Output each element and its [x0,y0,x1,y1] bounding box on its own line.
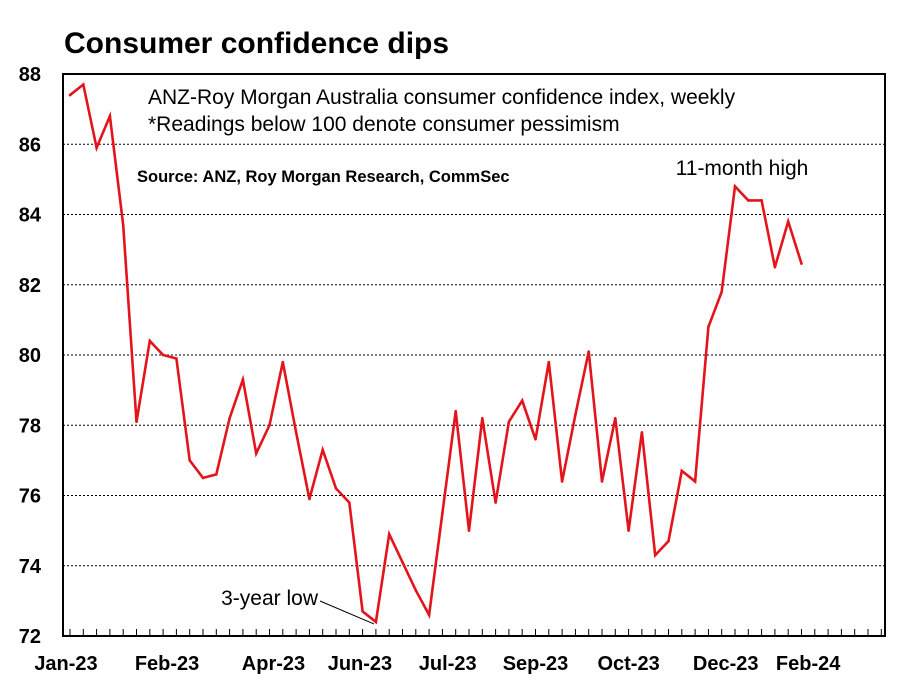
data-point [733,185,737,188]
data-point [321,448,325,452]
data-point [534,438,537,441]
data-point [108,114,112,118]
data-point [401,560,404,564]
data-point [374,620,378,624]
data-point [308,497,311,501]
data-point [680,469,684,473]
data-point [653,553,657,557]
data-point [148,339,152,343]
x-tick-label: Feb-23 [135,653,199,675]
x-tick-label: Oct-23 [597,653,659,675]
data-point [201,476,205,480]
data-point [587,350,590,353]
data-point [454,409,458,413]
x-tick-label: Apr-23 [242,653,305,675]
y-axis: 72 74 76 78 80 82 84 86 88 [19,64,42,648]
data-point [760,199,763,202]
y-tick-label: 88 [19,64,41,86]
x-tick-label: Sep-23 [503,653,569,675]
data-point [800,262,803,265]
data-point [640,430,644,434]
data-point [121,223,125,227]
data-point [467,529,471,532]
data-point [773,265,777,269]
x-tick-label: Feb-24 [776,653,841,675]
y-tick-label: 72 [19,626,41,648]
x-tick-label: Jun-23 [328,653,392,675]
data-point [348,501,351,504]
data-point [614,416,617,420]
data-point [414,589,418,592]
x-axis: Jan-23 Feb-23 Apr-23 Jun-23 Jul-23 Sep-23 Oct-… [34,629,882,675]
subtitle-line-1: ANZ-Roy Morgan Australia consumer confid… [148,86,736,109]
source-note: Source: ANZ, Roy Morgan Research, CommSe… [137,168,510,186]
plot-frame [62,73,886,637]
data-point [294,430,298,434]
data-point [241,378,245,381]
x-tick-label: Jan-23 [34,653,97,675]
data-point [560,480,564,483]
data-point [427,613,431,617]
data-point [268,423,271,427]
y-tick-label: 74 [19,556,42,578]
annotation-leader-line [319,600,375,625]
data-point [720,290,723,294]
y-tick-label: 76 [19,486,41,508]
data-point [387,532,391,536]
subtitle-line-2: *Readings below 100 denote consumer pess… [148,113,620,136]
data-point [188,459,191,462]
x-tick-label: Jul-23 [419,653,477,675]
data-point [441,511,444,515]
series-layer [68,82,803,625]
series-line [69,82,803,625]
y-tick-label: 84 [19,205,42,227]
data-point [627,529,630,532]
data-point [254,452,258,455]
data-point [481,416,484,420]
x-tick-label: Dec-23 [693,653,759,675]
data-point [161,353,165,357]
data-point [135,420,138,424]
data-point [786,220,790,223]
y-tick-label: 82 [19,275,41,297]
data-point [507,420,511,424]
annotation-11-month-high: 11-month high [676,157,809,180]
data-point [547,360,551,364]
y-tick-label: 80 [19,345,41,367]
data-point [520,399,524,402]
data-point [215,473,218,476]
data-point [95,146,98,150]
data-point [175,357,178,360]
data-point [574,413,577,417]
data-point [361,610,364,613]
data-point [747,199,750,202]
data-point [82,83,85,86]
y-tick-label: 86 [19,134,41,156]
annotation-3-year-low: 3-year low [221,587,319,610]
grid-lines [63,143,885,567]
data-point [281,360,285,364]
data-point [68,93,72,97]
data-point [707,325,710,329]
data-point [667,539,670,543]
data-point [693,480,697,483]
data-point [494,501,497,504]
data-point [334,487,338,490]
data-point [600,480,604,483]
data-point [228,416,231,420]
chart-title: Consumer confidence dips [64,27,449,60]
y-tick-label: 78 [19,415,41,437]
